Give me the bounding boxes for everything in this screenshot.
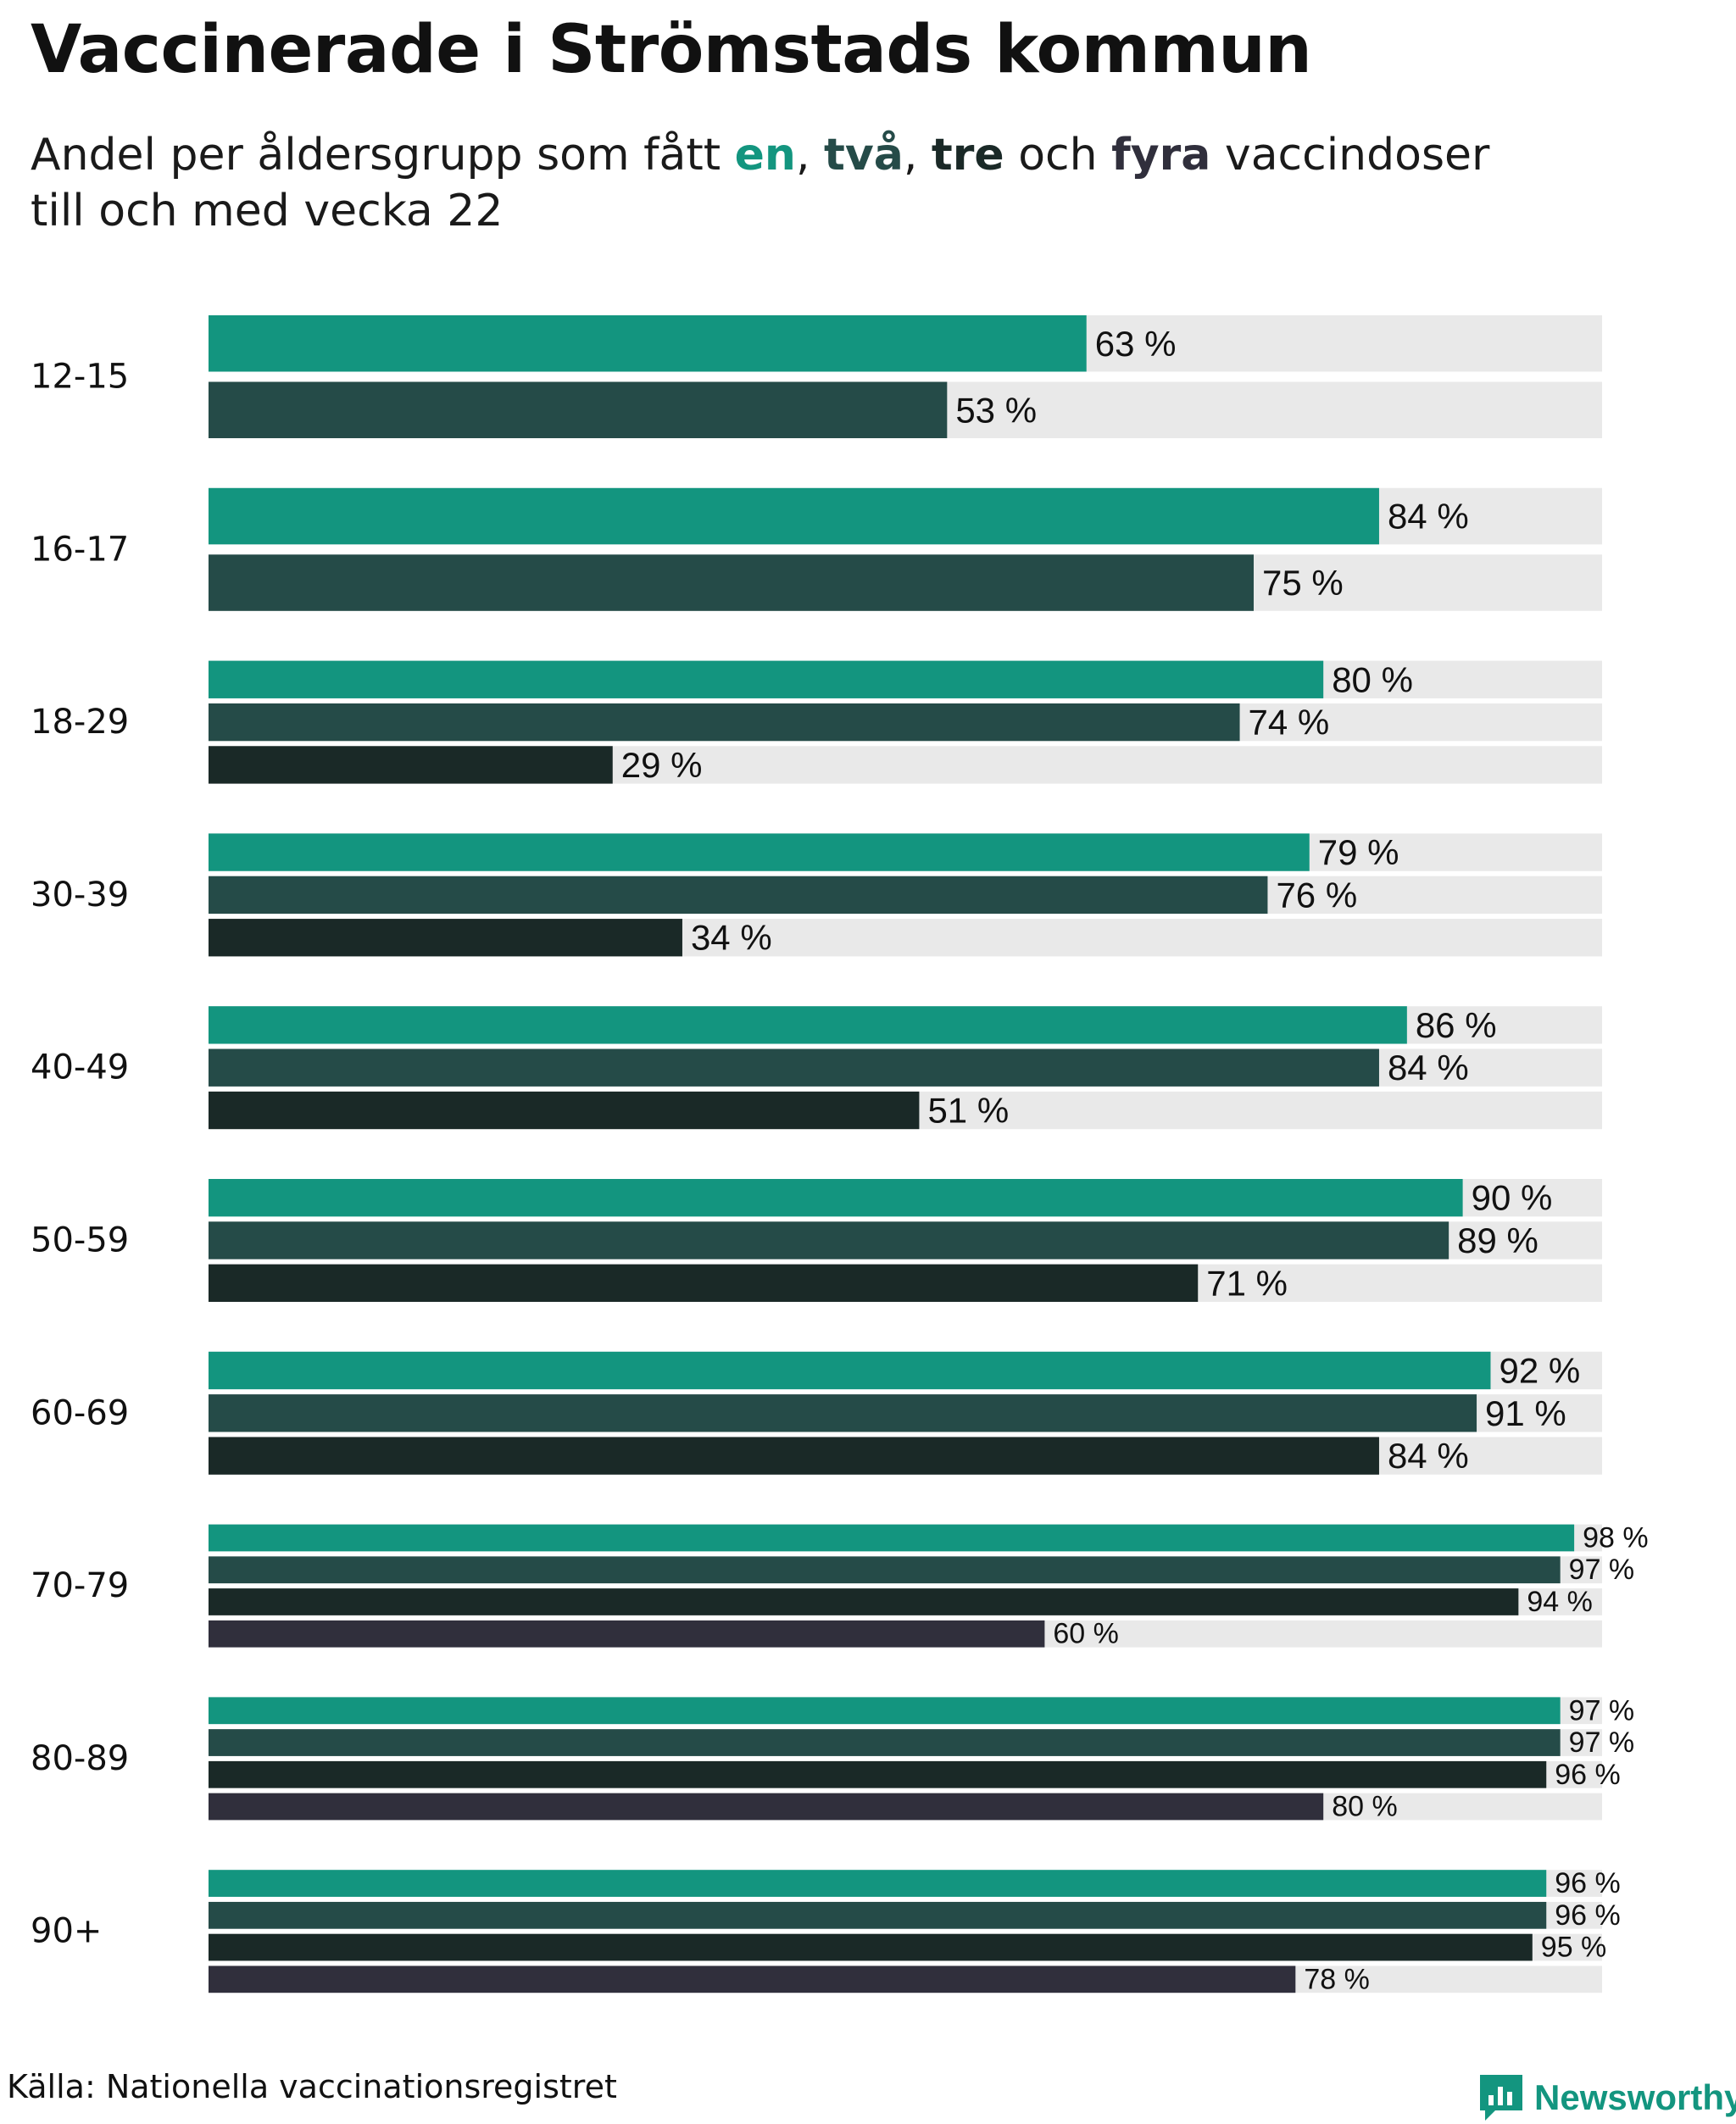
bar-dose-3 [209, 1091, 920, 1130]
data-label: 94 % [1527, 1586, 1593, 1618]
brand-name: Newsworthy [1534, 2077, 1736, 2117]
bar-dose-4 [209, 1620, 1045, 1648]
data-label: 74 % [1249, 703, 1330, 742]
data-label: 95 % [1541, 1932, 1607, 1964]
chart-title: Vaccinerade i Strömstads kommun [31, 12, 1312, 88]
category-label: 50-59 [31, 1221, 129, 1260]
data-label: 96 % [1555, 1899, 1621, 1932]
subtitle-prefix: Andel per åldersgrupp som fått [31, 130, 735, 181]
bar-dose-1 [209, 1351, 1491, 1390]
data-label: 97 % [1569, 1554, 1635, 1586]
category-label: 40-49 [31, 1048, 129, 1087]
data-label: 60 % [1053, 1618, 1119, 1650]
category-label: 12-15 [31, 358, 129, 397]
bar-dose-1 [209, 1179, 1463, 1217]
data-label: 98 % [1583, 1521, 1649, 1554]
bar-dose-2 [209, 1556, 1561, 1584]
data-label: 51 % [927, 1091, 1009, 1131]
data-label: 96 % [1555, 1867, 1621, 1899]
data-label: 84 % [1388, 497, 1469, 537]
data-label: 90 % [1472, 1178, 1553, 1218]
data-label: 75 % [1262, 563, 1344, 603]
data-label: 79 % [1318, 832, 1399, 872]
category-label: 18-29 [31, 703, 129, 742]
bar-dose-4 [209, 1966, 1296, 1993]
bar-dose-2 [209, 1729, 1561, 1756]
bar-dose-3 [209, 1437, 1379, 1475]
category-label: 16-17 [31, 530, 129, 569]
bar-dose-1 [209, 660, 1324, 698]
data-label: 97 % [1569, 1726, 1635, 1759]
data-label: 80 % [1332, 1791, 1398, 1823]
subtitle-mid: och [1004, 130, 1112, 181]
legend-dose-2: två [824, 130, 904, 181]
data-label: 71 % [1206, 1263, 1288, 1303]
bar-dose-4 [209, 1793, 1324, 1821]
bar-dose-3 [209, 1264, 1199, 1302]
data-label: 86 % [1416, 1005, 1497, 1045]
bar-dose-2 [209, 381, 948, 438]
legend-dose-1: en [734, 130, 796, 181]
data-label: 29 % [621, 745, 703, 785]
data-label: 80 % [1332, 659, 1413, 699]
data-label: 97 % [1569, 1694, 1635, 1726]
category-label: 80-89 [31, 1739, 129, 1778]
bar-dose-3 [209, 1588, 1519, 1615]
chart-subtitle: Andel per åldersgrupp som fått en, två, … [31, 127, 1641, 239]
bar-dose-1 [209, 1697, 1561, 1725]
subtitle-line-2: till och med vecka 22 [31, 186, 504, 236]
bar-dose-3 [209, 746, 613, 784]
category-label: 70-79 [31, 1566, 129, 1605]
bar-dose-1 [209, 1870, 1547, 1897]
bar-dose-1 [209, 1524, 1575, 1552]
category-label: 90+ [31, 1912, 102, 1951]
category-label: 30-39 [31, 876, 129, 915]
data-label: 84 % [1388, 1048, 1469, 1087]
bar-dose-2 [209, 1221, 1449, 1259]
newsworthy-logo-icon [1480, 2075, 1522, 2121]
bar-dose-2 [209, 1048, 1379, 1087]
brand-logo: Newsworthy [1477, 2071, 1736, 2124]
bar-dose-1 [209, 833, 1310, 871]
bar-dose-3 [209, 1760, 1547, 1788]
data-label: 92 % [1499, 1350, 1580, 1390]
data-label: 53 % [955, 390, 1037, 430]
category-label: 60-69 [31, 1393, 129, 1432]
bar-dose-2 [209, 703, 1240, 742]
bar-dose-1 [209, 487, 1379, 545]
bar-dose-3 [209, 1933, 1533, 1961]
legend-dose-4: fyra [1111, 130, 1211, 181]
bar-dose-2 [209, 876, 1268, 915]
data-label: 63 % [1095, 324, 1177, 364]
data-label: 96 % [1555, 1759, 1621, 1791]
bar-dose-1 [209, 315, 1087, 372]
data-label: 34 % [691, 918, 772, 958]
data-label: 76 % [1276, 875, 1357, 915]
data-label: 84 % [1388, 1436, 1469, 1476]
bar-dose-2 [209, 1394, 1477, 1432]
data-label: 91 % [1485, 1393, 1566, 1433]
data-label: 89 % [1457, 1220, 1538, 1260]
source-note: Källa: Nationella vaccinationsregistret [7, 2068, 617, 2105]
data-label: 78 % [1304, 1963, 1370, 1995]
subtitle-sep-1: , [795, 130, 825, 181]
subtitle-sep-2: , [903, 130, 932, 181]
bar-dose-3 [209, 919, 682, 957]
bar-dose-2 [209, 1901, 1547, 1929]
bar-dose-1 [209, 1006, 1407, 1044]
bar-dose-2 [209, 554, 1254, 611]
subtitle-suffix: vaccindoser [1210, 130, 1490, 181]
legend-dose-3: tre [931, 130, 1004, 181]
